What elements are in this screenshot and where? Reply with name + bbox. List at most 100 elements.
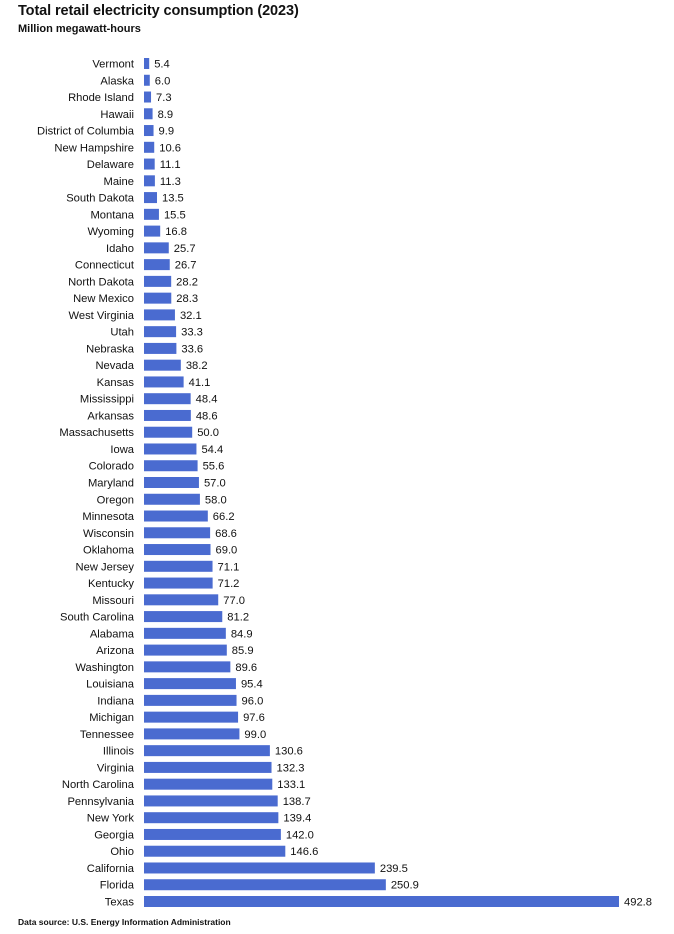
category-label: Maine xyxy=(104,176,134,188)
category-label: Michigan xyxy=(89,712,134,724)
category-label: Kentucky xyxy=(88,578,134,590)
category-label: Kansas xyxy=(97,377,135,389)
category-label: Nevada xyxy=(95,360,134,372)
bar xyxy=(144,376,184,388)
category-label: Minnesota xyxy=(82,511,134,523)
value-label: 84.9 xyxy=(231,628,253,640)
bar xyxy=(144,812,279,824)
bar xyxy=(144,510,208,522)
category-label: Vermont xyxy=(92,59,135,71)
category-label: Oregon xyxy=(97,494,134,506)
category-label: Virginia xyxy=(97,762,135,774)
value-label: 71.1 xyxy=(218,561,240,573)
bar xyxy=(144,493,200,505)
value-label: 89.6 xyxy=(235,662,257,674)
category-label: Wyoming xyxy=(87,226,134,238)
bar xyxy=(144,577,213,589)
value-label: 146.6 xyxy=(290,846,318,858)
value-label: 6.0 xyxy=(155,75,171,87)
bar xyxy=(144,778,273,790)
bar xyxy=(144,443,197,455)
value-label: 57.0 xyxy=(204,478,226,490)
value-label: 33.3 xyxy=(181,327,203,339)
category-label: Ohio xyxy=(110,846,134,858)
category-label: Wisconsin xyxy=(83,528,134,540)
value-label: 11.3 xyxy=(160,176,181,188)
value-label: 66.2 xyxy=(213,511,235,523)
value-label: 5.4 xyxy=(154,59,170,71)
bar xyxy=(144,594,219,606)
category-label: Delaware xyxy=(87,159,134,171)
value-label: 68.6 xyxy=(215,528,237,540)
category-labels: Vermont Alaska Rhode Island Hawaii District … xyxy=(37,59,135,909)
category-label: District of Columbia xyxy=(37,126,135,138)
value-label: 41.1 xyxy=(189,377,211,389)
bar xyxy=(144,259,170,271)
bar xyxy=(144,225,161,237)
category-label: Washington xyxy=(75,662,134,674)
bar xyxy=(144,309,175,321)
bar xyxy=(144,192,158,204)
category-label: Arizona xyxy=(96,645,135,657)
bar xyxy=(144,409,191,421)
category-label: Massachusetts xyxy=(59,427,134,439)
category-label: Utah xyxy=(110,327,134,339)
bar xyxy=(144,242,169,254)
value-label: 142.0 xyxy=(286,829,314,841)
category-label: Oklahoma xyxy=(83,545,135,557)
value-label: 13.5 xyxy=(162,193,184,205)
bar xyxy=(144,560,213,572)
bar xyxy=(144,879,386,891)
bar xyxy=(144,342,177,354)
value-label: 77.0 xyxy=(223,595,245,607)
value-label: 28.3 xyxy=(176,293,198,305)
category-label: South Dakota xyxy=(66,193,135,205)
value-label: 99.0 xyxy=(244,729,266,741)
category-label: Tennessee xyxy=(80,729,134,741)
bar xyxy=(144,141,155,153)
category-label: Idaho xyxy=(106,243,134,255)
bar xyxy=(144,745,270,757)
value-label: 492.8 xyxy=(624,897,652,909)
bar xyxy=(144,208,159,220)
value-label: 16.8 xyxy=(165,226,187,238)
category-label: Connecticut xyxy=(75,260,135,272)
value-label: 25.7 xyxy=(174,243,196,255)
bar xyxy=(144,728,240,740)
category-label: Pennsylvania xyxy=(67,796,134,808)
category-label: New York xyxy=(87,813,135,825)
category-label: Missouri xyxy=(92,595,134,607)
value-label: 239.5 xyxy=(380,863,408,875)
category-label: Alabama xyxy=(90,628,135,640)
value-label: 85.9 xyxy=(232,645,254,657)
category-label: New Mexico xyxy=(73,293,134,305)
bar xyxy=(144,527,211,539)
bar xyxy=(144,460,198,472)
bar xyxy=(144,125,154,137)
value-label: 11.1 xyxy=(160,159,181,171)
bar xyxy=(144,91,152,103)
bar xyxy=(144,761,272,773)
value-label: 48.4 xyxy=(196,394,218,406)
category-label: Rhode Island xyxy=(68,92,134,104)
value-label: 10.6 xyxy=(159,142,181,154)
category-label: New Jersey xyxy=(76,561,135,573)
bar xyxy=(144,678,236,690)
value-label: 32.1 xyxy=(180,310,202,322)
chart-subtitle: Million megawatt-hours xyxy=(18,23,141,35)
category-label: New Hampshire xyxy=(54,142,134,154)
bar xyxy=(144,275,172,287)
bar xyxy=(144,426,193,438)
bar xyxy=(144,326,177,338)
data-source-note: Data source: U.S. Energy Information Adm… xyxy=(18,917,231,927)
bar xyxy=(144,611,223,623)
category-label: Alaska xyxy=(100,75,134,87)
category-label: Illinois xyxy=(103,746,134,758)
value-label: 138.7 xyxy=(283,796,311,808)
category-label: Texas xyxy=(105,897,135,909)
value-label: 28.2 xyxy=(176,276,198,288)
bar xyxy=(144,661,231,673)
bar xyxy=(144,795,278,807)
value-label: 58.0 xyxy=(205,494,227,506)
value-label: 95.4 xyxy=(241,679,263,691)
